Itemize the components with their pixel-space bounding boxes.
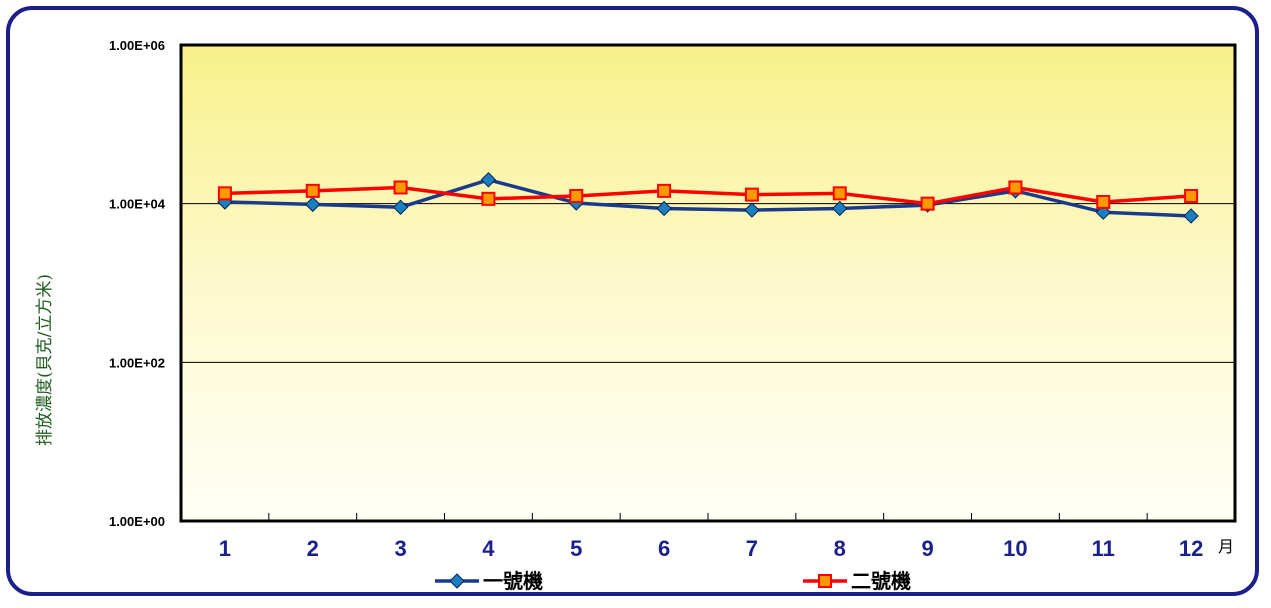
legend-marker bbox=[449, 573, 465, 589]
plot-area bbox=[181, 45, 1235, 521]
x-tick-label: 1 bbox=[219, 536, 231, 561]
series-line bbox=[224, 178, 1192, 218]
x-tick-label: 9 bbox=[921, 536, 933, 561]
data-point bbox=[305, 196, 321, 213]
x-tick-label: 10 bbox=[1003, 536, 1027, 561]
gridlines bbox=[181, 203, 1235, 363]
x-tick-label: 5 bbox=[570, 536, 582, 561]
data-point bbox=[832, 186, 847, 201]
data-point bbox=[1183, 208, 1199, 224]
y-tick-label: 1.00E+06 bbox=[109, 38, 165, 53]
legend: 一號機 二號機 bbox=[435, 569, 911, 593]
data-point bbox=[569, 188, 584, 203]
data-point bbox=[217, 186, 232, 201]
data-point bbox=[656, 200, 672, 217]
x-tick-label: 3 bbox=[394, 536, 406, 561]
x-tick-marks bbox=[268, 513, 1148, 521]
data-point bbox=[1184, 188, 1199, 203]
x-axis-unit: 月 bbox=[1218, 537, 1234, 556]
series-2 bbox=[217, 180, 1199, 211]
data-point bbox=[744, 187, 759, 202]
series-layer bbox=[217, 172, 1199, 224]
legend-marker bbox=[818, 574, 832, 588]
data-point bbox=[920, 196, 935, 211]
data-point bbox=[305, 183, 320, 198]
x-tick-label: 6 bbox=[658, 536, 670, 561]
x-tick-label: 7 bbox=[746, 536, 758, 561]
data-point bbox=[481, 191, 496, 206]
data-point bbox=[392, 199, 409, 216]
x-tick-label: 4 bbox=[482, 536, 495, 561]
legend-label: 二號機 bbox=[851, 569, 911, 593]
legend-entry: 一號機 bbox=[435, 569, 543, 593]
x-tick-labels: 1 2 3 4 5 6 7 8 9 10 11 12 bbox=[219, 536, 1204, 561]
y-tick-labels: 1.00E+00 1.00E+02 1.00E+04 1.00E+06 bbox=[109, 38, 166, 529]
data-point bbox=[1008, 180, 1023, 195]
y-tick-label: 1.00E+04 bbox=[109, 197, 166, 212]
data-point bbox=[744, 202, 760, 218]
y-tick-label: 1.00E+02 bbox=[109, 355, 165, 370]
x-tick-label: 8 bbox=[834, 536, 846, 561]
data-point bbox=[393, 180, 408, 195]
x-tick-label: 12 bbox=[1179, 536, 1203, 561]
data-point bbox=[657, 183, 672, 198]
y-tick-label: 1.00E+00 bbox=[109, 514, 165, 529]
data-point bbox=[480, 172, 497, 188]
data-point bbox=[832, 200, 848, 217]
x-tick-label: 11 bbox=[1092, 536, 1115, 561]
legend-label: 一號機 bbox=[483, 569, 543, 593]
legend-entry: 二號機 bbox=[803, 569, 911, 593]
y-axis-label: 排放濃度(貝克/立方米) bbox=[35, 274, 55, 446]
series-line bbox=[224, 185, 1192, 206]
x-tick-label: 2 bbox=[307, 536, 319, 561]
data-point bbox=[1096, 194, 1111, 209]
